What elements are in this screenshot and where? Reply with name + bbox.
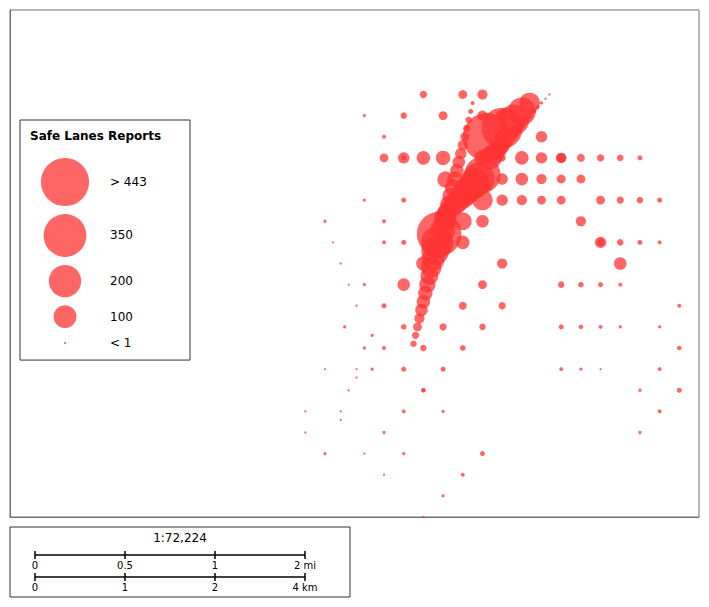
svg-text:Safe Lanes Reports: Safe Lanes Reports bbox=[30, 129, 161, 143]
svg-text:1: 1 bbox=[212, 560, 218, 571]
svg-text:1:72,224: 1:72,224 bbox=[153, 531, 207, 545]
svg-text:1: 1 bbox=[122, 582, 128, 593]
svg-text:2 mi: 2 mi bbox=[294, 560, 316, 571]
svg-text:100: 100 bbox=[110, 310, 133, 324]
svg-text:> 443: > 443 bbox=[110, 175, 147, 189]
svg-text:4 km: 4 km bbox=[292, 582, 317, 593]
svg-text:< 1: < 1 bbox=[110, 336, 132, 350]
svg-text:2: 2 bbox=[212, 582, 218, 593]
svg-text:200: 200 bbox=[110, 274, 133, 288]
svg-text:0: 0 bbox=[32, 560, 38, 571]
svg-text:0.5: 0.5 bbox=[117, 560, 133, 571]
svg-text:0: 0 bbox=[32, 582, 38, 593]
svg-text:350: 350 bbox=[110, 228, 133, 242]
